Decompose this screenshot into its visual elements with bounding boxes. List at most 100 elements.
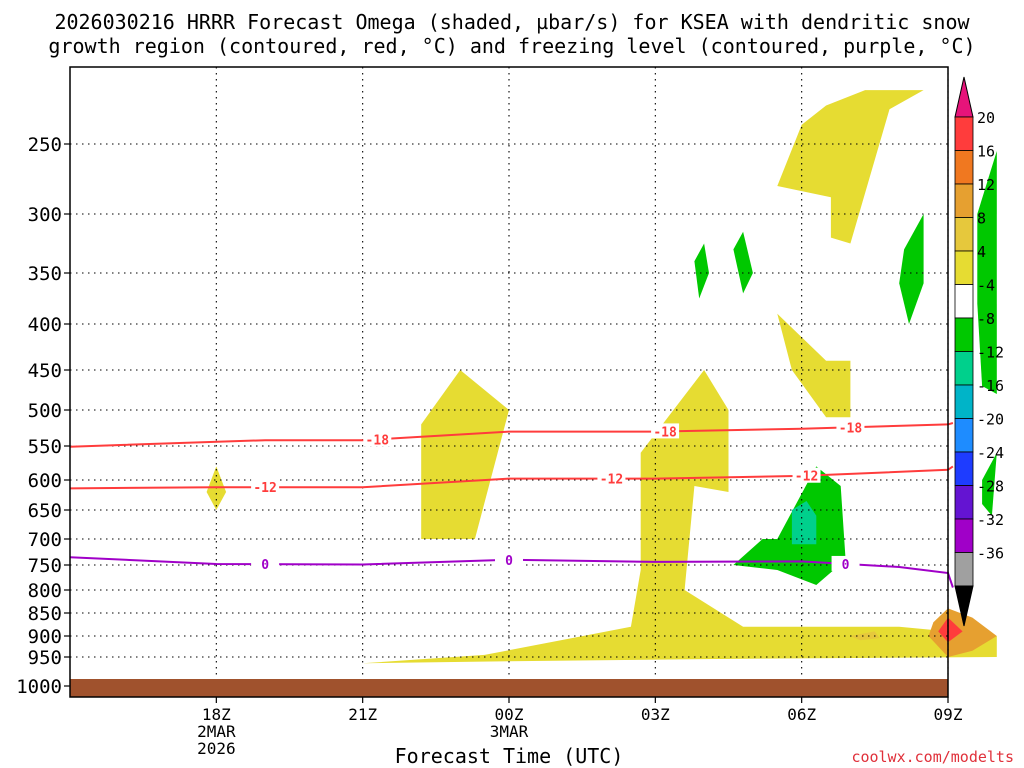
- colorbar-label-20: 20: [977, 109, 995, 127]
- colorbar-label-4: 4: [977, 243, 986, 261]
- omega-region-6: [938, 617, 963, 643]
- omega-region-12: [899, 214, 924, 324]
- omega-region-2: [362, 370, 997, 664]
- xtick-label-06Z: 06Z: [787, 705, 816, 724]
- colorbar-label-16: 16: [977, 143, 995, 161]
- contour-minus12: [69, 465, 954, 490]
- contour-label-bg: [251, 556, 280, 572]
- omega-region-13: [977, 151, 997, 394]
- omega-region-10: [694, 243, 709, 299]
- ytick-label-550: 550: [28, 436, 62, 458]
- omega-region-7: [850, 631, 880, 641]
- colorbar-label-minus32: -32: [977, 511, 1004, 529]
- ytick-label-250: 250: [28, 134, 62, 156]
- ytick-label-500: 500: [28, 400, 62, 422]
- omega-region-11: [733, 231, 753, 294]
- contour-label-bg: [651, 423, 680, 439]
- colorbar-swatch-16: [954, 150, 974, 185]
- contour-label-2-0: 0: [261, 558, 269, 573]
- colorbar-label-minus28: -28: [977, 478, 1004, 496]
- ytick-label-700: 700: [28, 529, 62, 551]
- contour-minus18: [69, 422, 954, 448]
- xtick-label-09Z: 09Z: [934, 705, 963, 724]
- xtick-date-18Z: 2MAR: [197, 722, 236, 741]
- colorbar-swatch-20: [954, 116, 974, 151]
- colorbar-label-minus36: -36: [977, 545, 1004, 563]
- colorbar-label-12: 12: [977, 176, 995, 194]
- terrain-band: [70, 679, 948, 697]
- colorbar-swatch-minus16: [954, 384, 974, 419]
- contour-label-2-1: 0: [505, 554, 513, 569]
- chart-title-line-2: growth region (contoured, red, °C) and f…: [48, 34, 976, 58]
- colorbar-top-arrow: [954, 76, 974, 118]
- colorbar-label-minus4: -4: [977, 277, 995, 295]
- contour-label-bg: [831, 555, 860, 571]
- colorbar-label-minus20: -20: [977, 411, 1004, 429]
- contour-label-1-0: -12: [253, 481, 276, 496]
- xtick-year-18Z: 2026: [197, 739, 236, 758]
- contour-label-bg: [597, 470, 626, 486]
- colorbar-swatch-12: [954, 183, 974, 218]
- colorbar-swatch-8: [954, 217, 974, 252]
- contour-label-1-1: -12: [600, 473, 623, 488]
- omega-region-4: [777, 313, 851, 418]
- colorbar-swatch-minus36: [954, 552, 974, 587]
- ytick-label-1000: 1000: [16, 676, 62, 698]
- omega-region-3: [777, 90, 924, 244]
- colorbar-swatch-minus24: [954, 451, 974, 486]
- contour-label-0-2: -18: [839, 421, 863, 436]
- ytick-label-800: 800: [28, 580, 62, 602]
- colorbar-swatch-minus8: [954, 317, 974, 352]
- contour-label-0-1: -18: [653, 425, 677, 440]
- contour-label-0-0: -18: [366, 433, 390, 448]
- ytick-label-350: 350: [28, 263, 62, 285]
- ytick-label-300: 300: [28, 204, 62, 226]
- xtick-label-00Z: 00Z: [495, 705, 524, 724]
- contour-label-1-2: -12: [795, 470, 818, 485]
- ytick-label-850: 850: [28, 603, 62, 625]
- chart-title-line-1: 2026030216 HRRR Forecast Omega (shaded, …: [54, 10, 970, 34]
- ytick-label-750: 750: [28, 555, 62, 577]
- colorbar-legend: 20 16 12 8 4 -4 -8 -12 -16 -20 -24 -28 -32 -36: [954, 76, 1004, 627]
- contour-label-bg: [363, 431, 392, 447]
- colorbar-swatch-minus28: [954, 485, 974, 520]
- ytick-label-900: 900: [28, 626, 62, 648]
- contour-label-2-2: 0: [842, 558, 850, 573]
- ytick-label-400: 400: [28, 314, 62, 336]
- x-axis-label: Forecast Time (UTC): [394, 744, 624, 768]
- xtick-label-21Z: 21Z: [348, 705, 377, 724]
- ytick-label-650: 650: [28, 500, 62, 522]
- contour-lines: -18 -18 -18 -12 -12 -12 0 0 0: [69, 419, 954, 588]
- pressure-axis: 2503003504004505005506006507007508008509…: [16, 134, 70, 698]
- xtick-label-03Z: 03Z: [641, 705, 670, 724]
- colorbar-label-minus12: -12: [977, 344, 1004, 362]
- contour-label-bg: [495, 551, 523, 567]
- omega-region-1: [421, 370, 509, 539]
- xtick-date-00Z: 3MAR: [490, 722, 529, 741]
- colorbar-swatch-minus4: [954, 284, 974, 319]
- colorbar-swatch-minus32: [954, 518, 974, 553]
- ytick-label-450: 450: [28, 360, 62, 382]
- colorbar-label-minus16: -16: [977, 377, 1004, 395]
- colorbar-label-minus24: -24: [977, 444, 1004, 462]
- ytick-label-950: 950: [28, 647, 62, 669]
- omega-region-8: [733, 466, 846, 585]
- colorbar-label-minus8: -8: [977, 310, 995, 328]
- colorbar-swatch-minus20: [954, 418, 974, 453]
- ytick-label-600: 600: [28, 470, 62, 492]
- omega-shaded-regions: [206, 90, 997, 664]
- colorbar-swatch-4: [954, 250, 974, 285]
- omega-region-9: [791, 501, 817, 545]
- source-credit[interactable]: coolwx.com/modelts: [851, 748, 1014, 766]
- xtick-label-18Z: 18Z: [202, 705, 231, 724]
- contour-label-bg: [251, 479, 280, 495]
- omega-region-14: [982, 452, 997, 516]
- colorbar-bottom-arrow: [954, 585, 974, 627]
- contour-label-bg: [836, 419, 865, 435]
- colorbar-swatch-minus12: [954, 351, 974, 386]
- colorbar-label-8: 8: [977, 210, 986, 228]
- contour-label-bg: [792, 467, 821, 483]
- omega-region-5: [928, 608, 997, 657]
